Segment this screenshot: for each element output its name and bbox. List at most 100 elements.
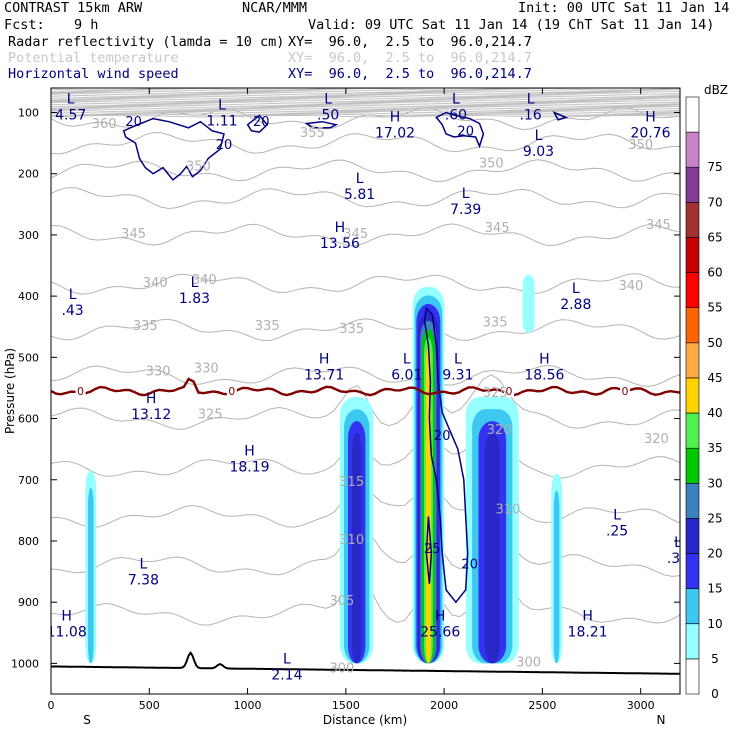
extremum-kind: L: [283, 651, 291, 667]
x-tick-label: 2000: [430, 699, 458, 712]
extremum-value: 2.14: [271, 667, 302, 683]
org-label: NCAR/MMM: [242, 0, 308, 16]
fcst-value: 9 h: [74, 17, 99, 33]
extremum-value: 9.03: [523, 144, 554, 160]
field-wind: Horizontal wind speed: [8, 66, 179, 82]
theta-label: 325: [198, 408, 223, 423]
theta-contour-line: [51, 364, 680, 387]
theta-contour-line: [51, 89, 680, 92]
extremum-kind: H: [582, 609, 593, 625]
theta-contour-line: [51, 132, 680, 155]
wind-contour-line: [425, 516, 433, 584]
theta-label: 330: [194, 362, 219, 377]
extremum-kind: L: [454, 352, 462, 368]
colorbar: 0 5 10 15 20 25 30 35 40 45 50 55 60 65 70 75 dBZ: [685, 83, 728, 701]
x-end-label-left: S: [83, 713, 91, 727]
colorbar-swatch: [685, 658, 700, 695]
freezing-level: 0 0 0 0: [51, 377, 680, 398]
plot-frame: [50, 87, 681, 695]
theta-label: 360: [92, 117, 117, 132]
theta-label: 340: [192, 273, 217, 288]
theta-label: 340: [143, 276, 168, 291]
y-tick-label: 900: [18, 596, 39, 609]
theta-label: 300: [329, 662, 354, 677]
colorbar-swatch: [685, 482, 700, 519]
extremum-value: 5.81: [344, 187, 375, 203]
colorbar-level-label: 50: [707, 336, 722, 350]
theta-contour-line: [51, 102, 680, 105]
freezing-label-bg: [504, 385, 514, 397]
extremum-value: 17.02: [375, 126, 415, 142]
wind-label: 20: [125, 115, 142, 130]
wind-label: 20: [461, 558, 478, 573]
x-tick-label: 2500: [528, 699, 556, 712]
x-end-label-right: N: [657, 713, 666, 727]
y-tick-label: 600: [18, 413, 39, 426]
y-tick-label: 200: [18, 168, 39, 181]
extremum-value: 9.31: [442, 368, 473, 384]
extremum-kind: H: [390, 110, 401, 126]
theta-contour-line: [51, 91, 680, 95]
extremum-value: 18.21: [568, 625, 608, 641]
colorbar-swatch: [685, 377, 700, 414]
freezing-level-line: [51, 377, 680, 397]
extremum-value: 7.39: [450, 202, 481, 218]
theta-contour-line: [51, 111, 680, 114]
theta-contour-line: [51, 108, 680, 111]
theta-contour-line: [51, 107, 680, 110]
y-tick-label: 400: [18, 290, 39, 303]
y-tick-label: 700: [18, 474, 39, 487]
extremum-kind: L: [403, 352, 411, 368]
theta-contour-line: [51, 103, 680, 106]
colorbar-level-label: 10: [707, 617, 722, 631]
extremum-value: .30: [667, 551, 689, 567]
extremum-value: 2.88: [560, 297, 591, 313]
colorbar-swatch: [685, 412, 700, 449]
extremum-kind: L: [139, 557, 147, 573]
theta-contour-line: [51, 318, 680, 342]
extremum-value: .25: [606, 524, 628, 540]
colorbar-level-label: 30: [707, 476, 722, 490]
y-tick-label: 500: [18, 351, 39, 364]
extremum-kind: L: [324, 91, 332, 107]
y-tick-label: 100: [18, 106, 39, 119]
reflectivity-band: [88, 487, 94, 664]
colorbar-swatch: [685, 588, 700, 624]
extremum-value: .43: [61, 303, 83, 319]
extremum-kind: L: [191, 275, 199, 291]
colorbar-swatch: [685, 237, 700, 273]
wind-contour-line: [246, 114, 269, 133]
x-tick-label: 0: [48, 699, 55, 712]
field-theta: Potential temperature: [8, 50, 179, 66]
theta-label: 345: [121, 227, 146, 242]
colorbar-level-label: 20: [707, 547, 722, 561]
field-reflectivity-xy: XY= 96.0, 2.5 to 96.0,214.7: [288, 34, 532, 50]
theta-label: 335: [339, 322, 364, 337]
y-axis-label: Pressure (hPa): [3, 348, 17, 434]
wind-contour-line: [552, 111, 569, 121]
colorbar-level-label: 25: [707, 511, 722, 525]
theta-label: 310: [496, 502, 521, 517]
freezing-label-bg: [75, 385, 86, 397]
field-reflectivity: Radar reflectivity (lamda = 10 cm): [8, 34, 285, 50]
terrain-line: [51, 651, 680, 675]
theta-label: 350: [628, 138, 653, 153]
colorbar-unit: dBZ: [704, 83, 728, 97]
theta-label: 330: [146, 365, 171, 380]
theta-contour-line: [51, 93, 680, 96]
theta-label: 355: [300, 126, 325, 141]
axes: 0 500 1000 1500 2000 2500 30001002003004005006…: [11, 88, 680, 712]
colorbar-swatch: [685, 272, 700, 309]
colorbar-level-label: 75: [707, 160, 722, 174]
colorbar-level-label: 35: [707, 441, 722, 455]
theta-contour-line: [51, 273, 680, 295]
valid-time: Valid: 09 UTC Sat 11 Jan 14 (19 ChT Sat …: [308, 17, 715, 33]
extremum-value: 18.19: [229, 459, 269, 475]
wind-label: 20: [253, 115, 270, 130]
extremum-kind: L: [452, 91, 460, 107]
theta-contour-line: [51, 88, 680, 91]
extremum-kind: L: [527, 91, 535, 107]
extremum-kind: L: [67, 91, 75, 107]
wind-contour-line: [423, 306, 469, 604]
field-wind-xy: XY= 96.0, 2.5 to 96.0,214.7: [288, 66, 532, 82]
